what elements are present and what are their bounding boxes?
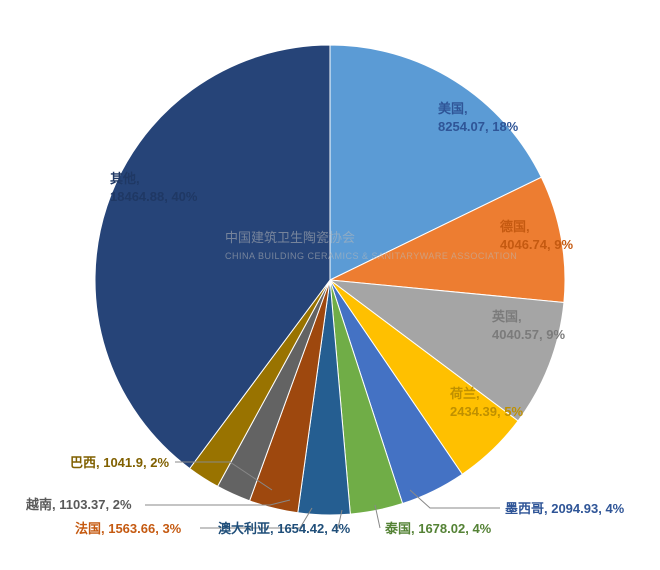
leader-line	[410, 490, 500, 508]
slice-label-美国: 美国,8254.07, 18%	[438, 100, 518, 135]
watermark-line1: 中国建筑卫生陶瓷协会	[225, 230, 355, 245]
slice-label-法国: 法国, 1563.66, 3%	[75, 520, 181, 538]
leader-line	[375, 505, 380, 528]
slice-label-巴西: 巴西, 1041.9, 2%	[70, 454, 169, 472]
slice-label-澳大利亚: 澳大利亚, 1654.42, 4%	[218, 520, 350, 538]
slice-label-泰国: 泰国, 1678.02, 4%	[385, 520, 491, 538]
slice-label-越南: 越南, 1103.37, 2%	[26, 496, 132, 514]
watermark-line2: CHINA BUILDING CERAMICS & SANITARYWARE A…	[225, 251, 517, 261]
slice-label-英国: 英国,4040.57, 9%	[492, 308, 565, 343]
leader-line	[175, 462, 272, 490]
watermark: 中国建筑卫生陶瓷协会 CHINA BUILDING CERAMICS & SAN…	[225, 230, 517, 264]
slice-label-荷兰: 荷兰,2434.39, 5%	[450, 385, 523, 420]
slice-label-其他: 其他,18464.88, 40%	[110, 170, 197, 205]
leader-line	[145, 500, 290, 505]
slice-label-墨西哥: 墨西哥, 2094.93, 4%	[505, 500, 624, 518]
label-leaders	[0, 0, 660, 570]
slice-label-德国: 德国,4046.74, 9%	[500, 218, 573, 253]
